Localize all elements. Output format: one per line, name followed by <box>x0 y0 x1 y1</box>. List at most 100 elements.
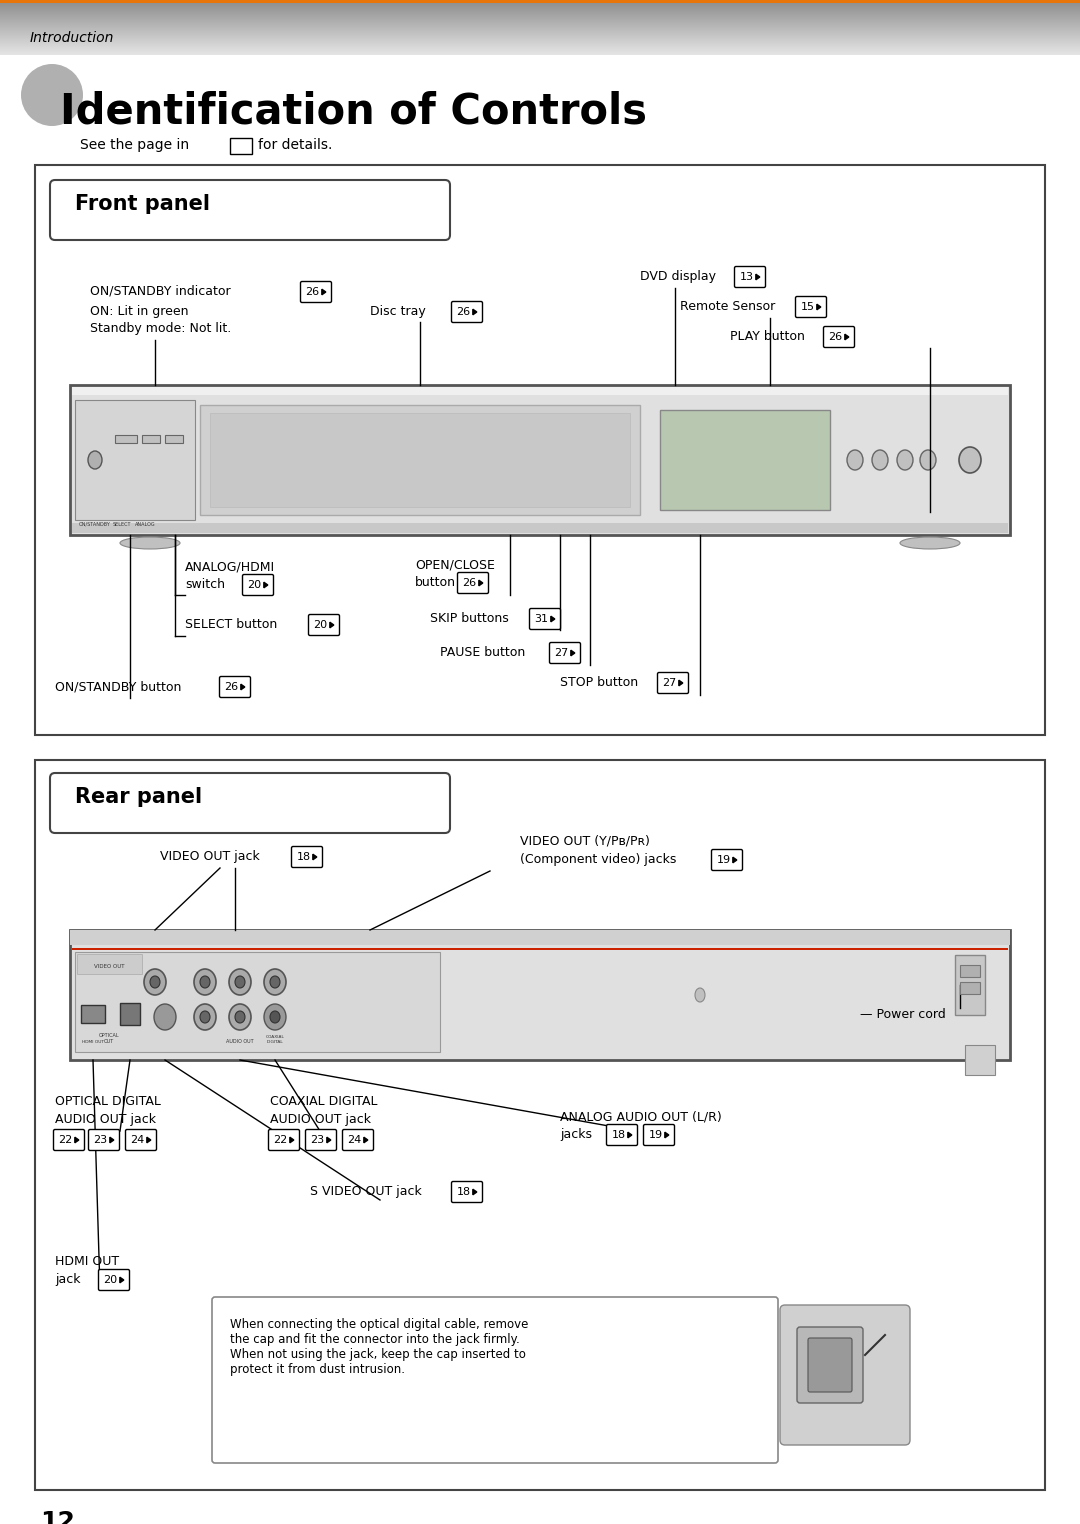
Text: SELECT button: SELECT button <box>185 619 278 631</box>
Ellipse shape <box>154 1004 176 1030</box>
FancyBboxPatch shape <box>607 1125 637 1146</box>
Ellipse shape <box>264 1004 286 1030</box>
Polygon shape <box>241 684 245 690</box>
Polygon shape <box>322 290 326 294</box>
Text: See the page in: See the page in <box>80 139 189 152</box>
Text: jack: jack <box>55 1273 81 1286</box>
Ellipse shape <box>200 1010 210 1023</box>
FancyBboxPatch shape <box>54 1129 84 1151</box>
Text: STOP button: STOP button <box>561 677 638 689</box>
Ellipse shape <box>696 988 705 1001</box>
FancyBboxPatch shape <box>458 573 488 593</box>
Bar <box>35 165 1045 735</box>
Text: 23: 23 <box>311 1135 325 1145</box>
Text: AUDIO OUT jack: AUDIO OUT jack <box>270 1113 372 1126</box>
Polygon shape <box>264 582 268 588</box>
Text: Front panel: Front panel <box>75 194 210 213</box>
Text: VIDEO OUT: VIDEO OUT <box>94 963 124 968</box>
Text: button: button <box>415 576 456 588</box>
FancyBboxPatch shape <box>89 1129 120 1151</box>
Ellipse shape <box>87 451 102 469</box>
Polygon shape <box>756 274 760 280</box>
Text: 26: 26 <box>225 683 239 692</box>
Text: 15: 15 <box>800 302 814 312</box>
Ellipse shape <box>270 1010 280 1023</box>
Polygon shape <box>110 1137 113 1143</box>
FancyBboxPatch shape <box>98 1269 130 1291</box>
FancyBboxPatch shape <box>306 1129 337 1151</box>
Polygon shape <box>364 1137 368 1143</box>
Text: 20: 20 <box>104 1276 118 1285</box>
FancyBboxPatch shape <box>550 643 581 663</box>
Bar <box>75 952 440 1052</box>
Text: jacks: jacks <box>561 1128 592 1141</box>
Ellipse shape <box>194 969 216 995</box>
Bar <box>210 413 630 507</box>
Polygon shape <box>551 616 555 622</box>
Ellipse shape <box>150 975 160 988</box>
FancyBboxPatch shape <box>300 282 332 302</box>
Ellipse shape <box>200 975 210 988</box>
Text: COAXIAL DIGITAL: COAXIAL DIGITAL <box>270 1096 378 1108</box>
Text: ANALOG AUDIO OUT (L/R): ANALOG AUDIO OUT (L/R) <box>561 1109 721 1123</box>
FancyBboxPatch shape <box>451 1181 483 1202</box>
Bar <box>72 523 1008 533</box>
Text: ON: Lit in green: ON: Lit in green <box>90 305 189 319</box>
Ellipse shape <box>900 536 960 549</box>
Text: 19: 19 <box>716 855 731 866</box>
Text: COAXIAL
DIGITAL: COAXIAL DIGITAL <box>266 1035 284 1044</box>
Ellipse shape <box>872 450 888 469</box>
Ellipse shape <box>920 450 936 469</box>
Text: 24: 24 <box>348 1135 362 1145</box>
Text: 20: 20 <box>247 581 261 590</box>
FancyBboxPatch shape <box>342 1129 374 1151</box>
Ellipse shape <box>194 1004 216 1030</box>
Text: ANALOG/HDMI: ANALOG/HDMI <box>185 559 275 573</box>
Bar <box>141 434 160 443</box>
Text: HDMI OUT: HDMI OUT <box>82 1039 104 1044</box>
Bar <box>0 0 1080 3</box>
Text: VIDEO OUT jack: VIDEO OUT jack <box>160 850 260 863</box>
Polygon shape <box>329 622 334 628</box>
FancyBboxPatch shape <box>808 1338 852 1391</box>
Bar <box>75 399 195 520</box>
Bar <box>960 981 980 994</box>
Polygon shape <box>327 1137 330 1143</box>
Text: OPTICAL
OUT: OPTICAL OUT <box>98 1033 119 1044</box>
Bar <box>77 954 141 974</box>
FancyBboxPatch shape <box>219 677 251 698</box>
Text: SELECT: SELECT <box>112 523 132 527</box>
FancyBboxPatch shape <box>644 1125 675 1146</box>
Ellipse shape <box>235 975 245 988</box>
Text: AUDIO OUT: AUDIO OUT <box>226 1039 254 1044</box>
FancyBboxPatch shape <box>243 575 273 596</box>
Bar <box>70 930 1010 945</box>
FancyBboxPatch shape <box>292 846 323 867</box>
Text: PLAY button: PLAY button <box>730 331 805 343</box>
Text: Rear panel: Rear panel <box>75 786 202 808</box>
Bar <box>660 410 831 511</box>
Ellipse shape <box>264 969 286 995</box>
Text: 26: 26 <box>457 306 471 317</box>
Text: 23: 23 <box>94 1135 108 1145</box>
Bar <box>960 965 980 977</box>
Ellipse shape <box>229 969 251 995</box>
Ellipse shape <box>847 450 863 469</box>
Polygon shape <box>627 1132 632 1138</box>
Bar <box>165 434 183 443</box>
Text: 18: 18 <box>611 1129 625 1140</box>
Ellipse shape <box>270 975 280 988</box>
Polygon shape <box>679 680 683 686</box>
Polygon shape <box>75 1137 79 1143</box>
FancyBboxPatch shape <box>125 1129 157 1151</box>
Ellipse shape <box>235 1010 245 1023</box>
Bar <box>81 1004 105 1023</box>
Text: 22: 22 <box>273 1135 287 1145</box>
FancyBboxPatch shape <box>451 302 483 323</box>
Text: OPTICAL DIGITAL: OPTICAL DIGITAL <box>55 1096 161 1108</box>
Polygon shape <box>147 1137 151 1143</box>
Ellipse shape <box>229 1004 251 1030</box>
Ellipse shape <box>120 536 180 549</box>
Text: Standby mode: Not lit.: Standby mode: Not lit. <box>90 322 231 335</box>
Text: 26: 26 <box>306 287 320 297</box>
